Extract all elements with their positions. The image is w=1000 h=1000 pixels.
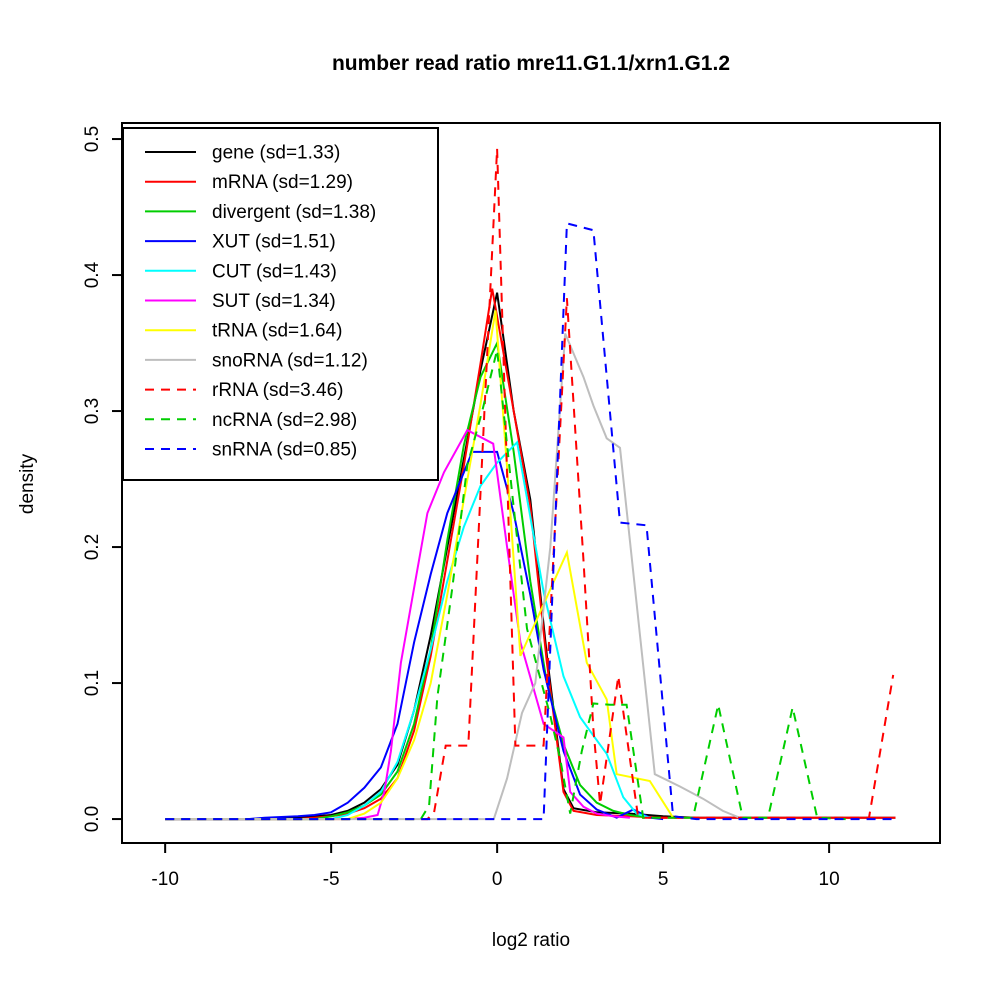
y-tick-label: 0.4 (82, 261, 103, 288)
series-XUT (165, 450, 664, 821)
legend-label-tRNA: tRNA (sd=1.64) (212, 321, 342, 342)
legend-label-ncRNA: ncRNA (sd=2.98) (212, 410, 357, 431)
x-tick-label: 0 (492, 869, 503, 890)
x-tick-label: 5 (658, 869, 669, 890)
legend-label-rRNA: rRNA (sd=3.46) (212, 380, 343, 401)
series-CUT (165, 440, 651, 821)
y-axis-label: density (17, 453, 38, 515)
y-tick-label: 0.2 (82, 534, 103, 560)
series-snRNA (165, 222, 896, 821)
chart-title: number read ratio mre11.G1.1/xrn1.G1.2 (331, 52, 730, 75)
x-axis-label: log2 ratio (491, 930, 571, 951)
series-SUT (165, 428, 630, 821)
x-tick-label: 10 (819, 869, 840, 890)
legend-box (122, 127, 439, 481)
legend-label-snRNA: snRNA (sd=0.85) (212, 440, 357, 461)
plot-box (121, 122, 941, 844)
y-tick-label: 0.0 (82, 806, 103, 832)
legend-label-CUT: CUT (sd=1.43) (212, 261, 337, 282)
series-tRNA (165, 310, 674, 821)
legend-label-snoRNA: snoRNA (sd=1.12) (212, 350, 368, 371)
series-divergent (165, 339, 650, 821)
legend-label-divergent: divergent (sd=1.38) (212, 202, 376, 223)
y-tick-label: 0.1 (82, 670, 103, 696)
y-tick-label: 0.3 (82, 398, 103, 424)
series-rRNA (165, 148, 895, 821)
legend-label-mRNA: mRNA (sd=1.29) (212, 172, 353, 193)
x-tick-label: -5 (323, 869, 340, 890)
series-ncRNA (165, 349, 846, 821)
y-tick-label: 0.5 (82, 126, 103, 152)
legend-label-gene: gene (sd=1.33) (212, 143, 340, 164)
legend-label-XUT: XUT (sd=1.51) (212, 232, 336, 253)
legend-label-SUT: SUT (sd=1.34) (212, 291, 336, 312)
x-tick-label: -10 (151, 869, 178, 890)
